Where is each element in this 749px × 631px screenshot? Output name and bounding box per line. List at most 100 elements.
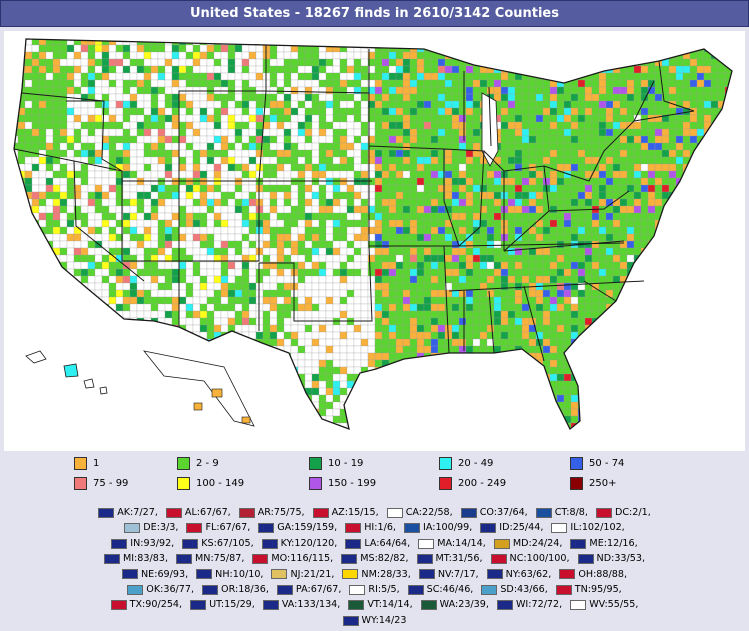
county-cell[interactable] [731, 303, 739, 312]
county-cell[interactable] [486, 296, 495, 305]
county-cell[interactable] [451, 38, 460, 46]
county-cell[interactable] [682, 114, 691, 123]
county-cell[interactable] [4, 248, 11, 255]
county-cell[interactable] [381, 282, 390, 291]
county-cell[interactable] [402, 65, 411, 74]
county-cell[interactable] [731, 51, 739, 60]
county-cell[interactable] [654, 296, 663, 305]
county-cell[interactable] [563, 107, 572, 116]
county-cell[interactable] [311, 58, 320, 67]
county-cell[interactable] [661, 296, 670, 305]
county-cell[interactable] [108, 240, 117, 249]
county-cell[interactable] [297, 282, 306, 291]
county-cell[interactable] [143, 121, 152, 130]
county-cell[interactable] [479, 38, 488, 46]
county-cell[interactable] [731, 247, 739, 256]
county-cell[interactable] [360, 296, 369, 305]
county-cell[interactable] [318, 198, 327, 207]
county-cell[interactable] [528, 345, 537, 354]
county-cell[interactable] [619, 93, 628, 102]
county-cell[interactable] [290, 254, 299, 263]
county-cell[interactable] [283, 233, 292, 242]
county-cell[interactable] [269, 352, 278, 361]
county-cell[interactable] [291, 31, 298, 38]
county-cell[interactable] [626, 177, 635, 186]
county-cell[interactable] [234, 212, 243, 221]
county-cell[interactable] [577, 275, 586, 284]
county-cell[interactable] [549, 219, 558, 228]
county-cell[interactable] [269, 156, 278, 165]
county-cell[interactable] [150, 65, 159, 74]
county-cell[interactable] [682, 198, 691, 207]
county-cell[interactable] [374, 170, 383, 179]
county-cell[interactable] [45, 107, 54, 116]
county-cell[interactable] [11, 233, 19, 242]
county-cell[interactable] [213, 205, 222, 214]
county-cell[interactable] [710, 226, 719, 235]
county-cell[interactable] [108, 142, 117, 151]
county-cell[interactable] [346, 303, 355, 312]
county-cell[interactable] [80, 317, 89, 326]
county-cell[interactable] [507, 324, 516, 333]
county-cell[interactable] [577, 184, 586, 193]
county-cell[interactable] [654, 156, 663, 165]
county-cell[interactable] [360, 254, 369, 263]
county-cell[interactable] [633, 142, 642, 151]
county-cell[interactable] [157, 303, 166, 312]
county-cell[interactable] [304, 352, 313, 361]
county-cell[interactable] [116, 31, 123, 38]
county-cell[interactable] [157, 261, 166, 270]
county-cell[interactable] [430, 93, 439, 102]
county-cell[interactable] [451, 184, 460, 193]
county-cell[interactable] [514, 107, 523, 116]
county-cell[interactable] [472, 163, 481, 172]
county-cell[interactable] [332, 128, 341, 137]
county-cell[interactable] [164, 261, 173, 270]
county-cell[interactable] [682, 219, 691, 228]
county-cell[interactable] [598, 177, 607, 186]
county-cell[interactable] [724, 352, 732, 361]
county-cell[interactable] [143, 128, 152, 137]
county-cell[interactable] [521, 191, 530, 200]
county-cell[interactable] [724, 198, 732, 207]
county-cell[interactable] [101, 44, 110, 53]
county-cell[interactable] [626, 247, 635, 256]
county-cell[interactable] [696, 170, 705, 179]
county-cell[interactable] [94, 58, 103, 67]
county-cell[interactable] [563, 86, 572, 95]
county-cell[interactable] [255, 100, 264, 109]
county-cell[interactable] [122, 65, 131, 74]
county-cell[interactable] [633, 177, 642, 186]
county-cell[interactable] [465, 170, 474, 179]
county-cell[interactable] [472, 233, 481, 242]
county-cell[interactable] [73, 38, 82, 46]
county-cell[interactable] [703, 114, 712, 123]
county-cell[interactable] [318, 135, 327, 144]
county-cell[interactable] [157, 149, 166, 158]
county-cell[interactable] [17, 324, 26, 333]
county-cell[interactable] [647, 324, 656, 333]
county-cell[interactable] [612, 51, 621, 60]
county-cell[interactable] [654, 289, 663, 298]
county-cell[interactable] [577, 65, 586, 74]
county-cell[interactable] [500, 44, 509, 53]
county-cell[interactable] [53, 31, 60, 38]
county-cell[interactable] [542, 38, 551, 46]
county-cell[interactable] [213, 198, 222, 207]
county-cell[interactable] [11, 107, 19, 116]
county-cell[interactable] [374, 317, 383, 326]
county-cell[interactable] [101, 198, 110, 207]
county-cell[interactable] [647, 128, 656, 137]
county-cell[interactable] [591, 107, 600, 116]
county-cell[interactable] [423, 254, 432, 263]
county-cell[interactable] [297, 38, 306, 46]
county-cell[interactable] [318, 352, 327, 361]
county-cell[interactable] [458, 128, 467, 137]
county-cell[interactable] [578, 31, 585, 38]
county-cell[interactable] [703, 254, 712, 263]
county-cell[interactable] [410, 31, 417, 38]
county-cell[interactable] [500, 282, 509, 291]
county-cell[interactable] [234, 310, 243, 319]
county-cell[interactable] [395, 58, 404, 67]
county-cell[interactable] [472, 135, 481, 144]
